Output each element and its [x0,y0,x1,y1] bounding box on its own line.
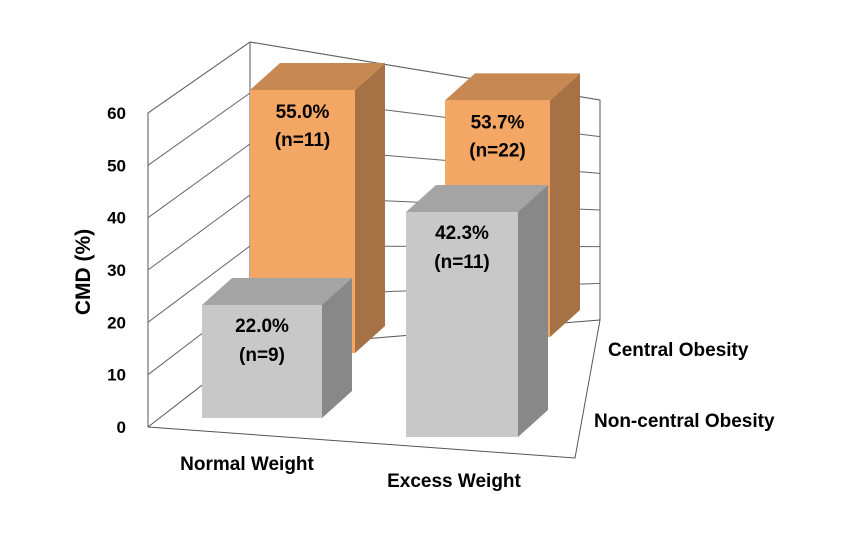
bar-value-label: 55.0% [276,102,330,123]
y-tick-label: 30 [107,261,126,280]
x-category-label: Normal Weight [180,454,314,475]
bar-value-label: 42.3% [435,223,489,244]
bar-count-label: (n=11) [434,252,489,273]
bar-side [550,73,580,337]
series-depth-label: Central Obesity [608,340,749,361]
non-central-obesity-bar [202,278,352,418]
floor-edge [147,319,601,459]
non-central-obesity-series [202,185,548,437]
y-tick-label: 60 [107,104,126,123]
bar-value-label: 53.7% [471,112,525,133]
bar-side [518,185,548,437]
bar-value-label: 22.0% [235,316,289,337]
bar-top [202,278,352,305]
bar-side [355,63,385,353]
y-tick-label: 20 [107,313,126,332]
x-category-label: Excess Weight [387,471,521,492]
non-central-obesity-bar [406,185,548,437]
bar-side [322,278,352,418]
bar-front [202,305,322,418]
bar-count-label: (n=9) [239,345,285,366]
y-tick-label: 50 [107,156,126,175]
bar-top [250,63,385,90]
bar-count-label: (n=11) [275,130,330,151]
bar-front [406,212,518,437]
y-axis-title: CMD (%) [72,229,95,315]
bar-count-label: (n=22) [469,140,526,161]
y-tick-label: 10 [107,366,126,385]
y-tick-label: 0 [117,418,126,437]
series-depth-label: Non-central Obesity [594,411,775,432]
y-tick-label: 40 [107,209,126,228]
bar-top [445,73,580,101]
bar-top [406,185,548,212]
text-labels: 0 10 20 30 40 50 60 55.0% (n=11) 53.7% (n=22) 22.0%… [107,102,775,492]
